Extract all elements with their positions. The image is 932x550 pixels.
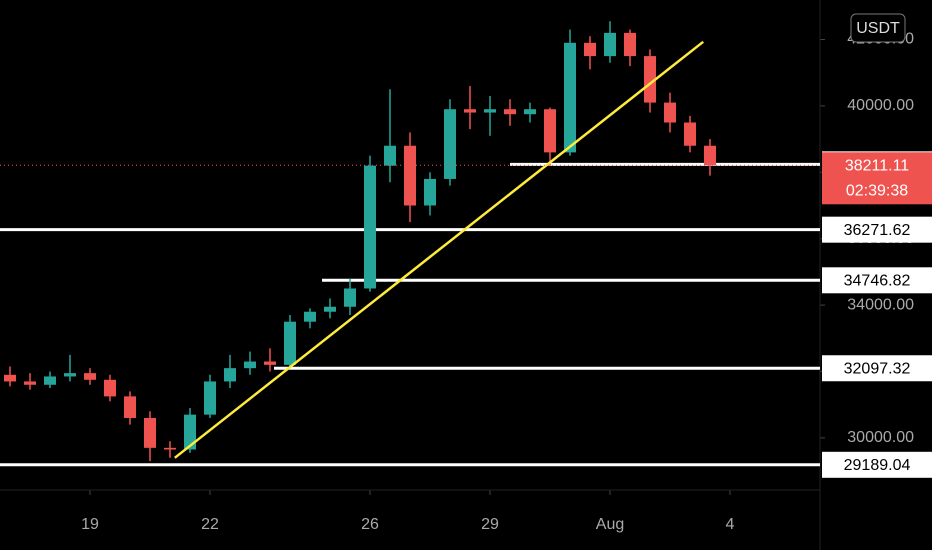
candle-body — [204, 381, 216, 415]
level-label: 34746.82 — [844, 273, 911, 290]
candle-body — [264, 361, 276, 365]
candle-body — [244, 361, 256, 369]
y-tick-label: 34000.00 — [847, 296, 914, 313]
candle-body — [404, 145, 416, 206]
y-tick-label: 40000.00 — [847, 97, 914, 114]
candle-body — [144, 417, 156, 448]
candle-body — [164, 447, 176, 450]
currency-button-frame — [850, 13, 906, 43]
candle-body — [104, 379, 116, 397]
level-label-box — [822, 355, 932, 382]
x-tick-label: 19 — [81, 516, 99, 533]
candle-body — [4, 374, 16, 382]
level-label: 32097.32 — [844, 360, 911, 377]
candle-body — [444, 109, 456, 179]
candle-body — [624, 32, 636, 57]
trendline — [174, 40, 704, 459]
level-label-box — [822, 451, 932, 478]
candle-body — [464, 109, 476, 113]
x-tick-label: 22 — [201, 516, 219, 533]
candle-body — [664, 102, 676, 123]
x-tick-label: 26 — [361, 516, 379, 533]
candle-body — [364, 165, 376, 289]
candle-body — [524, 109, 536, 115]
y-tick-label: 30000.00 — [847, 429, 914, 446]
candle-body — [304, 311, 316, 322]
candle-body — [64, 373, 76, 377]
candle-body — [224, 368, 236, 382]
last-price-label: 38211.11 — [845, 158, 909, 175]
candle-body — [24, 381, 36, 385]
candle-body — [604, 32, 616, 57]
currency-button[interactable]: USDT — [850, 13, 906, 43]
candle-body — [84, 373, 96, 380]
candle-body — [484, 109, 496, 113]
candle-body — [284, 321, 296, 365]
level-label: 36271.62 — [844, 222, 911, 239]
candle-body — [344, 288, 356, 307]
level-label-box — [822, 267, 932, 294]
candle-body — [704, 145, 716, 166]
candle-body — [644, 56, 656, 103]
countdown-label: 02:39:38 — [846, 183, 908, 200]
x-tick-label: 4 — [726, 516, 735, 533]
x-tick-label: Aug — [596, 516, 624, 533]
candle-body — [324, 306, 336, 312]
x-tick-label: 29 — [481, 516, 499, 533]
last-price-box — [822, 152, 932, 205]
candle-body — [424, 178, 436, 206]
level-label-box — [822, 216, 932, 243]
candle-body — [124, 396, 136, 418]
candle-body — [44, 376, 56, 385]
currency-label: USDT — [856, 20, 900, 37]
candle-body — [184, 414, 196, 450]
candle-body — [684, 122, 696, 146]
candle-body — [584, 42, 596, 57]
candle-body — [504, 109, 516, 115]
level-label: 29189.04 — [844, 457, 911, 474]
candle-body — [544, 109, 556, 153]
candle-body — [384, 145, 396, 166]
candle-body — [564, 42, 576, 153]
